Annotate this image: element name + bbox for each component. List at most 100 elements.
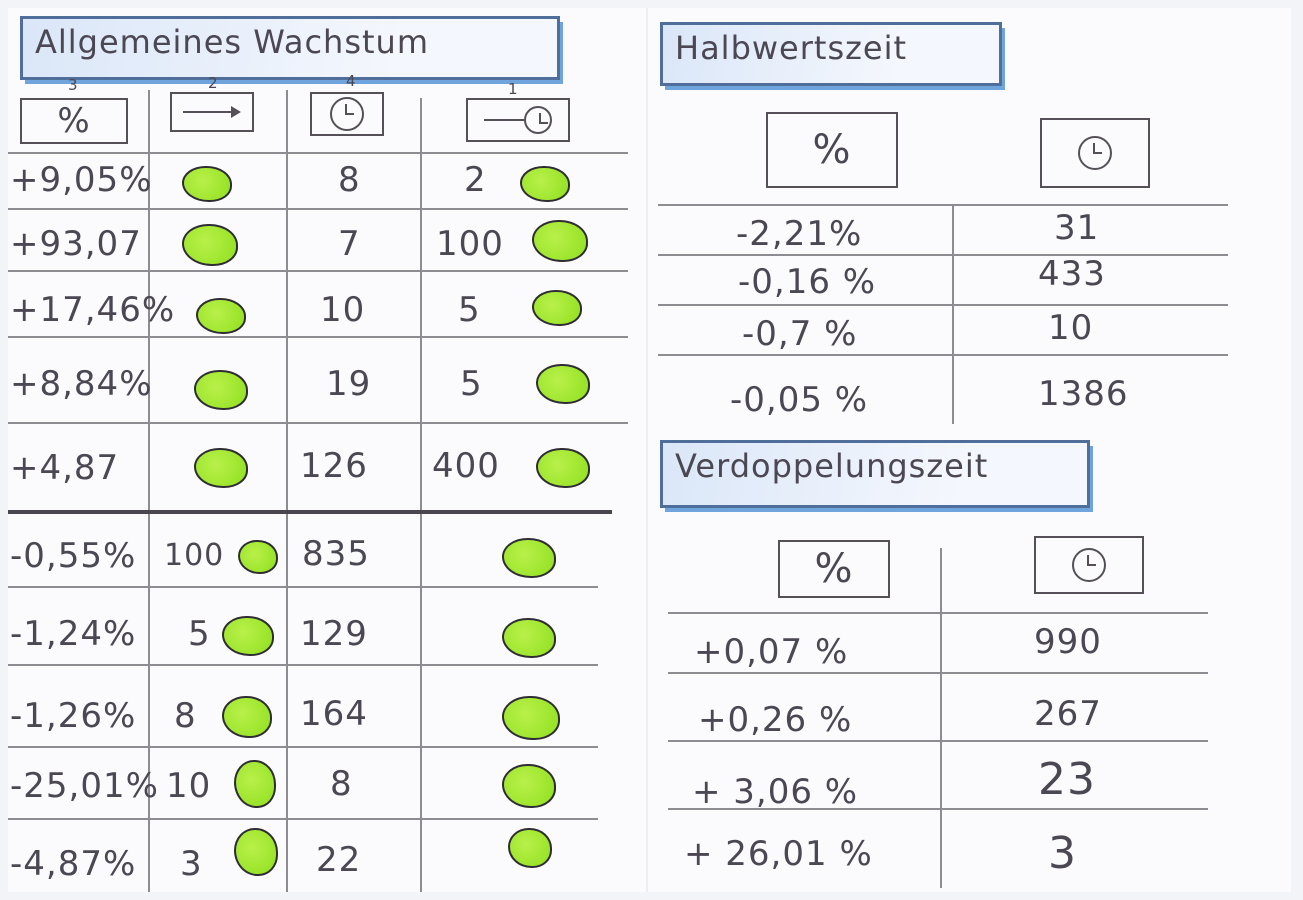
doubling-time-value: 23 <box>1038 754 1096 805</box>
growth-percent: -0,55% <box>10 536 137 576</box>
doubling-time-value: 990 <box>1034 622 1102 662</box>
paper-fold <box>646 8 648 892</box>
column-index-2: 2 <box>208 74 218 92</box>
placeholder-blob <box>508 828 552 868</box>
placeholder-blob <box>196 298 246 334</box>
title-allgemeines-wachstum: Allgemeines Wachstum <box>20 16 560 80</box>
grid-hline <box>668 672 1208 674</box>
time-value: 835 <box>302 534 370 574</box>
growth-percent: +0,26 % <box>698 700 853 740</box>
column-index-1: 3 <box>68 76 78 94</box>
placeholder-blob <box>532 220 588 262</box>
header-arrow-clock-box <box>466 98 570 142</box>
amount-value: 5 <box>458 290 481 330</box>
half-life-value: 1386 <box>1038 374 1129 414</box>
time-value: 8 <box>338 160 361 200</box>
growth-percent: + 26,01 % <box>684 834 873 874</box>
time-value: 7 <box>338 224 361 264</box>
grid-hline <box>8 270 628 272</box>
growth-percent: -1,24% <box>10 614 137 654</box>
title-text: Verdoppelungszeit <box>675 447 989 485</box>
start-value: 10 <box>166 766 212 806</box>
grid-hline <box>8 664 598 666</box>
amount-value: 2 <box>464 160 487 200</box>
grid-vline <box>148 90 150 892</box>
growth-percent: +0,07 % <box>694 632 849 672</box>
start-value: 8 <box>174 696 197 736</box>
growth-percent: -4,87% <box>10 844 137 884</box>
header-clock-box <box>310 92 384 136</box>
arrow-icon <box>183 106 241 118</box>
growth-percent: -25,01% <box>10 766 159 806</box>
time-value: 19 <box>326 364 372 404</box>
growth-percent: +9,05% <box>10 160 153 200</box>
column-index-3: 4 <box>346 72 356 90</box>
time-value: 126 <box>300 446 368 486</box>
grid-hline <box>668 612 1208 614</box>
doubling-time-value: 3 <box>1048 828 1077 879</box>
placeholder-blob <box>532 290 582 326</box>
placeholder-blob <box>194 448 248 488</box>
placeholder-blob <box>502 764 556 808</box>
grid-vline <box>420 98 422 892</box>
section-divider <box>8 510 612 514</box>
worksheet-paper: Allgemeines Wachstum 3 2 4 1 % +9,05% 8 … <box>8 8 1291 892</box>
clock-icon <box>330 97 364 131</box>
placeholder-blob <box>234 828 278 876</box>
growth-percent: -1,26% <box>10 696 137 736</box>
title-text: Halbwertszeit <box>675 29 908 67</box>
amount-value: 5 <box>460 364 483 404</box>
half-life-value: 31 <box>1054 208 1100 248</box>
placeholder-blob <box>182 166 232 202</box>
header-percent-box: % <box>20 98 128 144</box>
start-value: 5 <box>188 614 211 654</box>
grid-vline <box>952 204 954 424</box>
grid-hline <box>8 422 628 424</box>
percent-icon: % <box>57 101 91 141</box>
time-value: 22 <box>316 840 362 880</box>
placeholder-blob <box>222 616 274 656</box>
grid-hline <box>658 204 1228 206</box>
half-life-value: 10 <box>1048 308 1094 348</box>
grid-hline <box>8 152 628 154</box>
time-value: 8 <box>330 764 353 804</box>
time-value: 164 <box>300 694 368 734</box>
grid-hline <box>668 740 1208 742</box>
grid-hline <box>8 586 598 588</box>
grid-vline <box>286 90 288 892</box>
column-index-4: 1 <box>508 80 518 98</box>
grid-hline <box>658 354 1228 356</box>
time-value: 129 <box>300 614 368 654</box>
placeholder-blob <box>194 370 248 410</box>
grid-hline <box>668 808 1208 810</box>
placeholder-blob <box>222 696 272 738</box>
doubling-time-value: 267 <box>1034 694 1102 734</box>
header-percent-box: % <box>778 540 890 598</box>
percent-icon: % <box>814 546 854 592</box>
header-clock-box <box>1040 118 1150 188</box>
percent-icon: % <box>812 127 852 173</box>
decay-percent: -2,21% <box>736 214 863 254</box>
grid-vline <box>940 548 942 888</box>
grid-hline <box>8 746 598 748</box>
header-clock-box <box>1034 536 1144 594</box>
grid-hline <box>658 304 1228 306</box>
growth-percent: +4,87 <box>10 448 120 488</box>
decay-percent: -0,05 % <box>730 380 869 420</box>
grid-hline <box>8 818 598 820</box>
placeholder-blob <box>238 540 278 574</box>
grid-hline <box>8 336 628 338</box>
growth-percent: +93,07 <box>10 224 142 264</box>
placeholder-blob <box>520 166 570 202</box>
clock-icon <box>1078 136 1112 170</box>
header-percent-box: % <box>766 112 898 188</box>
placeholder-blob <box>502 618 556 658</box>
clock-icon <box>1072 548 1106 582</box>
placeholder-blob <box>502 696 560 740</box>
growth-percent: +8,84% <box>10 364 153 404</box>
amount-value: 100 <box>436 224 504 264</box>
placeholder-blob <box>234 760 276 808</box>
title-text: Allgemeines Wachstum <box>35 23 429 61</box>
amount-value: 400 <box>432 446 500 486</box>
start-value: 3 <box>180 844 203 884</box>
